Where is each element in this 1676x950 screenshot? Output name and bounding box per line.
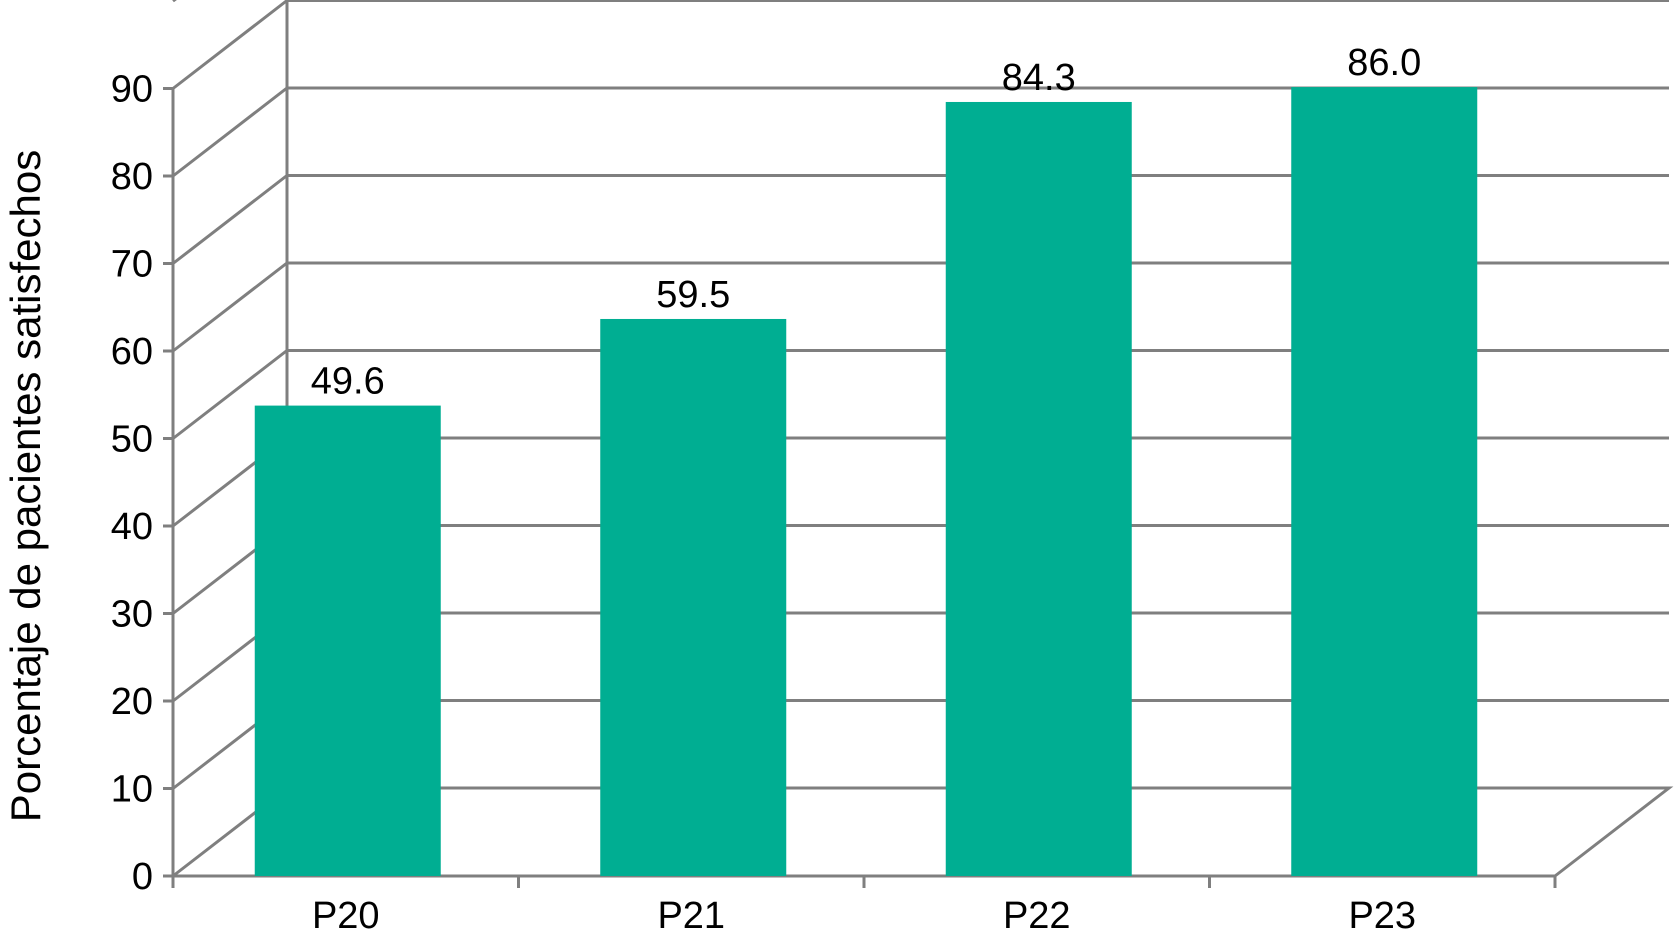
bars — [254, 87, 1478, 877]
gridline — [172, 349, 1669, 440]
gridline — [172, 0, 1669, 90]
y-tick-label: 90 — [111, 69, 153, 111]
x-tick-label: P20 — [312, 895, 380, 937]
y-tick-label: 40 — [111, 506, 153, 548]
value-label: 84.3 — [1002, 57, 1076, 99]
value-labels: 49.6 59.5 84.3 86.0 — [311, 42, 1421, 403]
y-tick-label: 0 — [132, 856, 153, 898]
value-label: 59.5 — [656, 274, 730, 316]
x-tick-label: P21 — [657, 895, 725, 937]
side-wall-top-edge — [172, 0, 177, 3]
bar-p23 — [1291, 87, 1478, 877]
y-tick-label: 70 — [111, 244, 153, 286]
y-tick-labels: 0 10 20 30 40 50 60 70 80 90 — [111, 69, 153, 899]
y-tick-label: 80 — [111, 156, 153, 198]
bar-p20 — [254, 405, 441, 876]
value-label: 49.6 — [311, 361, 385, 403]
y-tick-label: 60 — [111, 331, 153, 373]
y-tick-label: 50 — [111, 419, 153, 461]
y-axis-title: Porcentaje de pacientes satisfechos — [2, 150, 49, 822]
y-tick-label: 10 — [111, 769, 153, 811]
y-tick-label: 30 — [111, 594, 153, 636]
y-tick-label: 20 — [111, 681, 153, 723]
gridline — [172, 261, 1669, 353]
x-tick-label: P22 — [1003, 895, 1071, 937]
x-tick-label: P23 — [1348, 895, 1416, 937]
bar-p21 — [600, 318, 787, 877]
bar-p22 — [945, 101, 1132, 877]
gridline — [172, 174, 1669, 265]
value-label: 86.0 — [1347, 42, 1421, 84]
x-tick-labels: P20 P21 P22 P23 — [312, 895, 1416, 937]
gridline — [172, 86, 1669, 178]
